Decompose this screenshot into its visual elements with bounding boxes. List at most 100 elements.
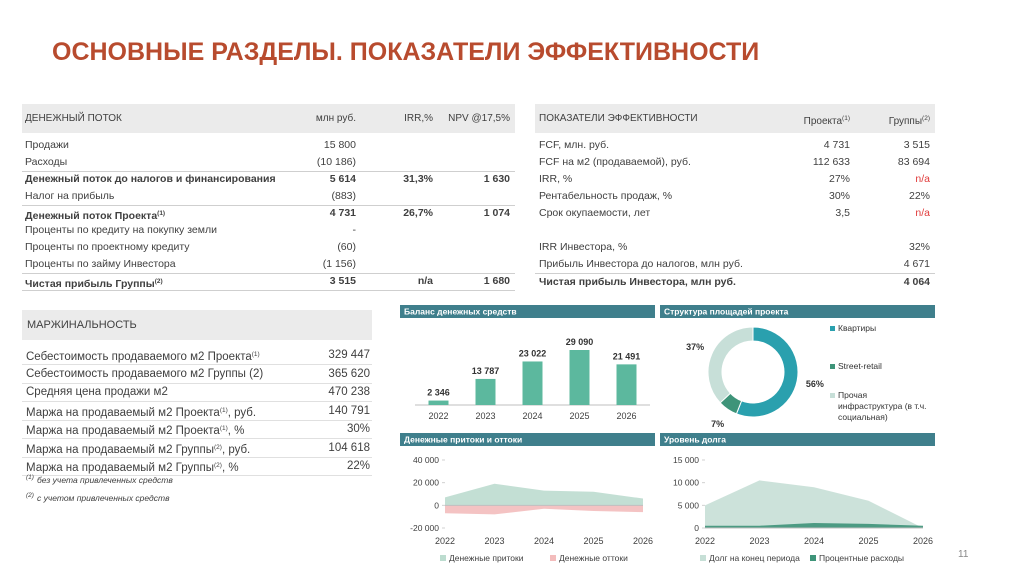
header-text: МАРЖИНАЛЬНОСТЬ	[27, 319, 137, 331]
cell: 3 515	[903, 139, 930, 151]
column-header: Проекта(1)	[804, 104, 850, 136]
x-tick-label: 2024	[534, 536, 554, 546]
x-tick-label: 2023	[749, 536, 769, 546]
table-row: Рентабельность продаж, % 30% 22%	[535, 188, 935, 205]
cell: 3,5	[835, 207, 850, 219]
efficiency-table: ПОКАЗАТЕЛИ ЭФФЕКТИВНОСТИ Проекта(1) Группы…	[535, 104, 935, 294]
row-label-text: Проценты по кредиту на покупку земли	[25, 224, 217, 236]
cell: 140 791	[328, 404, 370, 417]
table-row: Налог на прибыль (883)	[22, 188, 515, 206]
column-header: Группы(2)	[889, 104, 930, 136]
cell: 3 515	[329, 275, 356, 287]
x-tick-label: 2025	[569, 411, 589, 421]
row-label-text: Прибыль Инвестора до налогов, млн руб.	[539, 258, 743, 270]
cell: 27%	[828, 173, 850, 185]
cell: (10 186)	[316, 156, 356, 168]
chart-title: Баланс денежных средств	[404, 307, 517, 317]
x-tick-label: 2023	[475, 411, 495, 421]
table-row: Чистая прибыль Инвестора, млн руб. 4 064	[535, 273, 935, 291]
row-label-text: Себестоимость продаваемого м2 Группы (2)	[26, 367, 264, 380]
area	[445, 505, 643, 515]
y-tick-label: 0	[434, 500, 439, 510]
cell: -	[352, 224, 357, 236]
row-label: IRR Инвестора, %	[539, 239, 627, 256]
table-row: Маржа на продаваемый м2 Проекта(1), % 30%	[22, 420, 372, 439]
legend-swatch	[830, 364, 835, 369]
chart-title: Денежные притоки и оттоки	[404, 435, 522, 445]
cell: 31,3%	[403, 173, 433, 185]
row-label-text: Рентабельность продаж, %	[539, 190, 673, 202]
cell: 4 671	[903, 258, 930, 270]
row-label-text: IRR, %	[539, 173, 573, 185]
table-row: FCF, млн. руб. 4 731 3 515	[535, 137, 935, 154]
table-row: Чистая прибыль Группы(2) 3 515 n/a 1 680	[22, 273, 515, 291]
legend-label: Процентные расходы	[819, 553, 904, 563]
footnote-sup: (2)	[26, 492, 34, 499]
table-row: Маржа на продаваемый м2 Проекта(1), руб.…	[22, 402, 372, 421]
row-label: Срок окупаемости, лет	[539, 205, 650, 222]
row-label-tail: , руб.	[227, 406, 257, 419]
row-label-sup: (1)	[219, 425, 228, 432]
column-header-text: Проекта	[803, 116, 843, 127]
row-label-text: Себестоимость продаваемого м2 Проекта	[26, 351, 252, 363]
data-label: 56%	[806, 379, 824, 389]
column-header: ДЕНЕЖНЫЙ ПОТОК	[25, 113, 122, 124]
row-label: Маржа на продаваемый м2 Проекта(1), руб.	[26, 402, 256, 422]
row-label-sup: (2)	[213, 462, 222, 469]
row-label-tail: , %	[227, 425, 245, 437]
row-label-text: Расходы	[25, 156, 68, 168]
row-label-text: Денежный поток Проекта	[25, 210, 158, 222]
cell: 4 731	[329, 207, 356, 219]
cell: 4 731	[823, 139, 850, 151]
row-label-sup: (2)	[154, 278, 163, 285]
row-label-text: Маржа на продаваемый м2 Проекта	[26, 406, 220, 419]
row-label: Проценты по займу Инвестора	[25, 256, 176, 273]
y-tick-label: 15 000	[673, 455, 699, 465]
cell: 5 614	[329, 173, 356, 185]
x-tick-label: 2025	[858, 536, 878, 546]
row-label: Маржа на продаваемый м2 Группы(2), %	[26, 457, 239, 477]
x-tick-label: 2026	[913, 536, 933, 546]
row-label: Налог на прибыль	[25, 188, 114, 205]
row-label-sup: (1)	[219, 406, 228, 414]
table-row: Себестоимость продаваемого м2 Группы (2)…	[22, 365, 372, 384]
row-label: Чистая прибыль Группы(2)	[25, 273, 163, 293]
cell: (60)	[337, 241, 356, 253]
table-row: Маржа на продаваемый м2 Группы(2), руб. 1…	[22, 439, 372, 458]
legend-label: Долг на конец периода	[709, 553, 800, 563]
cell: 26,7%	[403, 207, 433, 219]
legend-label: Денежные оттоки	[559, 553, 628, 563]
area	[705, 480, 923, 528]
bar	[616, 364, 637, 405]
row-label: Продажи	[25, 137, 69, 154]
row-label-tail: , руб.	[221, 443, 251, 456]
data-label: 23 022	[519, 348, 547, 358]
cell: 4 064	[903, 276, 930, 288]
page-number: 11	[958, 549, 969, 560]
table-row: Проценты по займу Инвестора (1 156)	[22, 256, 515, 274]
table-header: ДЕНЕЖНЫЙ ПОТОК млн руб. IRR,% NPV @17,5%	[22, 104, 515, 133]
row-label: Чистая прибыль Инвестора, млн руб.	[539, 274, 736, 291]
footnote-text: с учетом привлеченных средств	[36, 493, 170, 503]
row-label-text: Маржа на продаваемый м2 Группы	[26, 462, 214, 474]
margin-table: МАРЖИНАЛЬНОСТЬ Себестоимость продаваемого…	[22, 310, 372, 510]
y-tick-label: -20 000	[410, 523, 439, 533]
cell: 22%	[346, 460, 370, 472]
row-label-text: Маржа на продаваемый м2 Проекта	[26, 425, 220, 437]
column-header: NPV @17,5%	[448, 113, 510, 124]
row-label: FCF на м2 (продаваемой), руб.	[539, 154, 691, 171]
cell: (1 156)	[322, 258, 356, 270]
footnote: (2) с учетом привлеченных средств	[26, 492, 170, 503]
donut-slice	[735, 326, 799, 418]
cell: 32%	[908, 241, 930, 253]
area	[705, 523, 923, 528]
row-label: IRR, %	[539, 171, 572, 188]
row-label: Денежный поток Проекта(1)	[25, 205, 165, 225]
table-row: Продажи 15 800	[22, 137, 515, 154]
x-tick-label: 2026	[633, 536, 653, 546]
row-label-text: FCF, млн. руб.	[539, 139, 610, 151]
column-header: IRR,%	[404, 113, 433, 124]
cell: n/a	[915, 173, 930, 185]
x-tick-label: 2023	[484, 536, 504, 546]
table-row: IRR Инвестора, % 32%	[535, 239, 935, 256]
